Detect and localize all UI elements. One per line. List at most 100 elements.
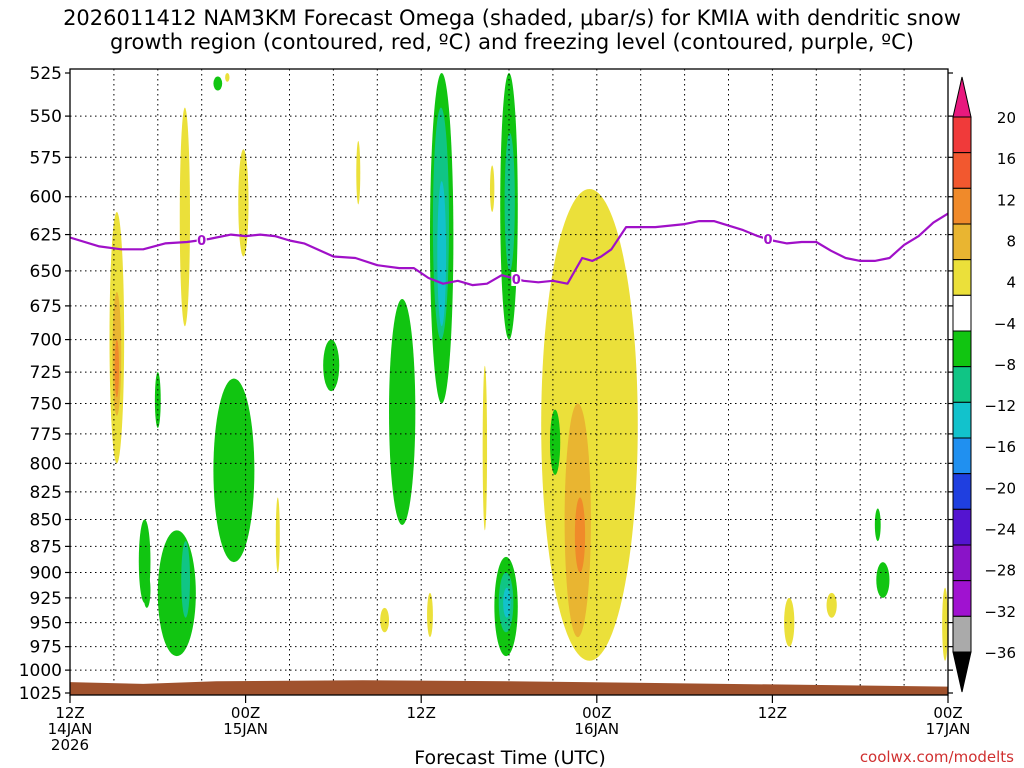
colorbar-box-3 [952, 223, 972, 261]
colorbar-label-3: 8 [1006, 232, 1016, 250]
omega-region-36 [874, 508, 881, 542]
freezing-label-bg-1 [511, 271, 522, 286]
colorbar-box-2 [952, 187, 972, 225]
omega-region-2 [114, 339, 120, 398]
y-tick-label-11: 800 [30, 454, 62, 474]
y-tick-label-8: 725 [30, 363, 62, 383]
x-tick-label-3-0: 00Z [582, 704, 611, 722]
x-axis-label: Forecast Time (UTC) [414, 747, 605, 768]
colorbar-label-9: −20 [984, 479, 1016, 497]
y-tick-label-15: 900 [30, 563, 62, 583]
x-tick-label-5-1: 17JAN [926, 720, 971, 738]
x-tick-label-1-1: 15JAN [223, 720, 268, 738]
colorbar-label-6: −8 [994, 356, 1016, 374]
omega-region-11 [482, 365, 488, 531]
y-tick-label-3: 600 [30, 188, 62, 208]
y-tick-label-14: 875 [30, 537, 62, 557]
omega-region-5 [225, 73, 230, 82]
colorbar-label-5: −4 [994, 315, 1016, 333]
colorbar-box-14 [952, 615, 972, 653]
colorbar-bottom-arrow [952, 651, 972, 693]
colorbar-label-11: −28 [984, 562, 1016, 580]
omega-shading-layer [109, 73, 948, 661]
omega-region-29 [437, 181, 447, 327]
y-tick-label-6: 675 [30, 297, 62, 317]
colorbar-box-12 [952, 544, 972, 582]
colorbar-label-2: 12 [997, 191, 1016, 209]
omega-region-22 [181, 541, 190, 618]
y-tick-label-9: 750 [30, 395, 62, 415]
freezing-label-bg-0 [196, 232, 207, 247]
omega-region-7 [275, 497, 280, 573]
x-tick-label-0-2: 2026 [51, 736, 89, 754]
title-line-1: 2026011412 NAM3KM Forecast Omega (shaded… [63, 6, 961, 30]
omega-region-19 [143, 572, 151, 608]
freezing-level-label-1: 0 [512, 273, 521, 288]
y-tick-label-13: 850 [30, 511, 62, 531]
omega-region-9 [427, 592, 433, 638]
colorbar-box-13 [952, 580, 972, 617]
colorbar-box-8 [952, 401, 972, 439]
credit-text: coolwx.com/modelts [860, 748, 1014, 766]
x-tick-label-0-1: 14JAN [48, 720, 93, 738]
x-tick-label-4-0: 12Z [758, 704, 787, 722]
omega-region-16 [826, 592, 837, 618]
y-tick-label-2: 575 [30, 148, 62, 168]
colorbar-label-7: −12 [984, 397, 1016, 415]
chart-title: 2026011412 NAM3KM Forecast Omega (shaded… [0, 6, 1024, 54]
x-tick-label-0-0: 12Z [55, 704, 84, 722]
y-tick-label-0: 525 [30, 64, 62, 84]
x-tick-label-1-0: 00Z [231, 704, 260, 722]
colorbar-box-7 [952, 366, 972, 403]
freezing-label-bg-2 [763, 232, 774, 247]
omega-region-10 [489, 165, 495, 213]
terrain-layer [70, 680, 948, 695]
y-axis: 525 550 575 600 625 650 675 700 725 750 775 800 825 8… [19, 64, 953, 704]
title-line-2: growth region (contoured, red, ºC) and f… [110, 30, 914, 54]
freezing-level-label-2: 0 [763, 233, 772, 248]
y-tick-label-18: 975 [30, 638, 62, 658]
omega-region-14 [574, 497, 586, 573]
colorbar-top-arrow [952, 76, 972, 118]
omega-region-3 [179, 107, 190, 327]
omega-region-37 [876, 562, 890, 598]
y-tick-label-10: 775 [30, 425, 62, 445]
colorbar-box-4 [952, 259, 972, 296]
omega-region-34 [503, 587, 511, 618]
y-tick-label-17: 950 [30, 614, 62, 634]
colorbar-label-13: −36 [984, 644, 1016, 662]
omega-region-23 [213, 76, 223, 91]
x-tick-label-3-1: 16JAN [574, 720, 619, 738]
colorbar-box-1 [952, 152, 972, 189]
grid-lines [70, 69, 948, 693]
omega-region-17 [942, 587, 948, 661]
colorbar-label-4: 4 [1006, 274, 1016, 292]
terrain-fill [70, 680, 948, 695]
y-tick-label-1: 550 [30, 107, 62, 127]
omega-region-15 [784, 597, 795, 647]
omega-region-26 [389, 299, 416, 525]
colorbar-box-10 [952, 473, 972, 510]
colorbar-box-0 [952, 116, 972, 154]
omega-region-4 [238, 149, 249, 257]
colorbar-box-5 [952, 294, 972, 332]
y-tick-label-19: 1000 [19, 661, 62, 681]
y-tick-label-5: 650 [30, 262, 62, 282]
freezing-level-contour: 0 0 0 [70, 212, 948, 288]
y-tick-label-12: 825 [30, 483, 62, 503]
freezing-level-line [70, 212, 948, 287]
colorbar: 20 16 12 8 4 −4 −8 −12 −16 −20 −24 −28 −32 −36 [952, 76, 1016, 693]
y-tick-label-7: 700 [30, 331, 62, 351]
colorbar-box-6 [952, 330, 972, 368]
y-tick-label-20: 1025 [19, 684, 62, 704]
omega-region-35 [549, 409, 561, 475]
x-tick-label-2-0: 12Z [407, 704, 436, 722]
plot-frame [69, 68, 949, 696]
colorbar-label-12: −32 [984, 603, 1016, 621]
colorbar-label-1: 16 [997, 150, 1016, 168]
y-tick-label-4: 625 [30, 226, 62, 246]
omega-region-25 [323, 339, 340, 392]
